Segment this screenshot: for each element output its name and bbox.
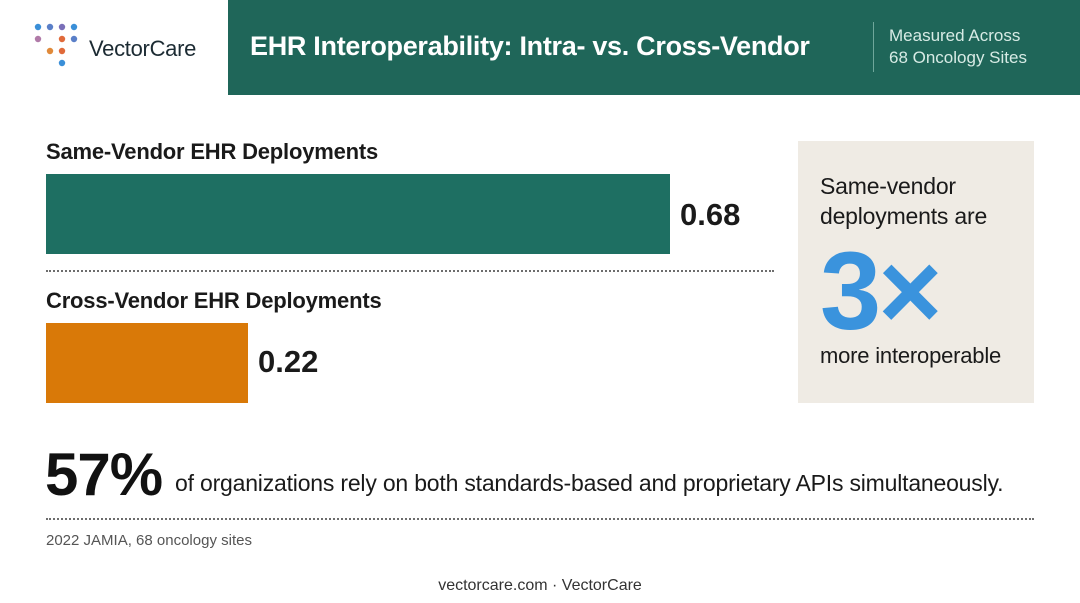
- logo-dot: [34, 35, 42, 43]
- source-note: 2022 JAMIA, 68 oncology sites: [46, 532, 252, 549]
- logo-dot: [70, 23, 78, 31]
- logo-dot: [46, 23, 54, 31]
- subtitle-line-1: Measured Across: [889, 26, 1021, 45]
- logo-dot: [58, 35, 66, 43]
- page-title: EHR Interoperability: Intra- vs. Cross-V…: [250, 31, 810, 61]
- logo-dot: [58, 47, 66, 55]
- callout-text: Same-vendor deployments are: [820, 171, 1020, 231]
- footer-separator: [46, 518, 1034, 520]
- logo-dot: [46, 47, 54, 55]
- logo-dot: [70, 35, 78, 43]
- logo-dot: [34, 23, 42, 31]
- bar-value-same-vendor: 0.68: [680, 197, 741, 232]
- vectorcare-logo-icon: [34, 23, 78, 67]
- bar-cross-vendor: [46, 323, 248, 403]
- callout-multiplier: 3×: [820, 230, 942, 353]
- bar-separator: [46, 270, 774, 272]
- callout-bottom-text: more interoperable: [820, 343, 1002, 368]
- title-band: EHR Interoperability: Intra- vs. Cross-V…: [228, 0, 1080, 95]
- footer-link[interactable]: vectorcare.com · VectorCare: [438, 577, 642, 594]
- title-divider: [873, 22, 874, 72]
- bar-value-cross-vendor: 0.22: [258, 344, 319, 379]
- callout-line-1: Same-vendor: [820, 173, 956, 199]
- stat-value: 57%: [45, 441, 163, 508]
- header: VectorCare EHR Interoperability: Intra- …: [0, 0, 1080, 95]
- logo-dot: [58, 59, 66, 67]
- callout-line-2: deployments are: [820, 203, 988, 229]
- bar-label-cross-vendor: Cross-Vendor EHR Deployments: [46, 288, 382, 313]
- callout-box: Same-vendor deployments are 3× more inte…: [798, 141, 1034, 403]
- brand-name: VectorCare: [89, 36, 197, 61]
- logo-dot: [58, 23, 66, 31]
- subtitle-line-2: 68 Oncology Sites: [889, 48, 1027, 67]
- bar-label-same-vendor: Same-Vendor EHR Deployments: [46, 139, 379, 164]
- bar-same-vendor: [46, 174, 670, 254]
- logo[interactable]: VectorCare: [0, 0, 228, 95]
- stat-description: of organizations rely on both standards-…: [175, 470, 1004, 496]
- page-subtitle: Measured Across 68 Oncology Sites: [889, 25, 1069, 69]
